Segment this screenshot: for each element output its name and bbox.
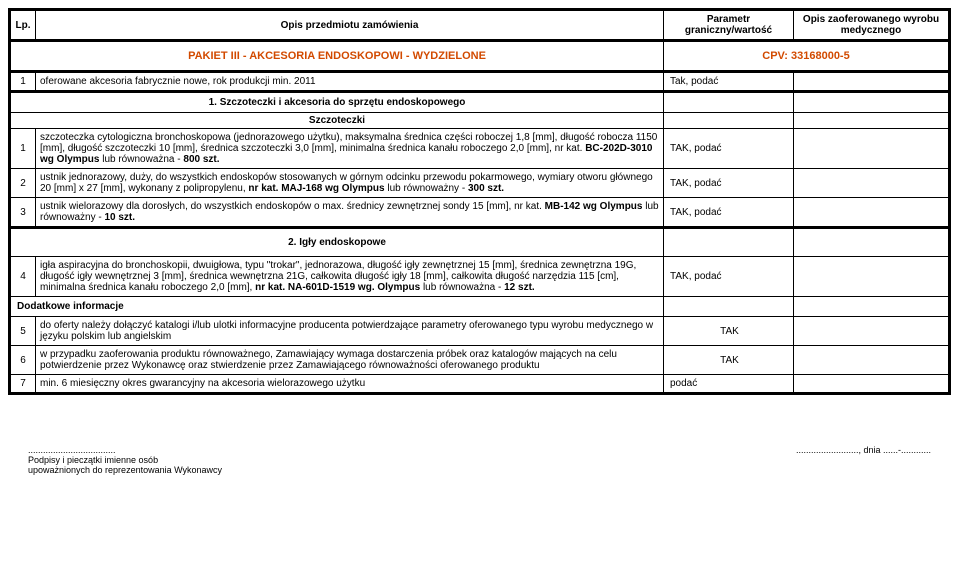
row-val: TAK, podać [664, 169, 794, 198]
table-row: 3 ustnik wielorazowy dla dorosłych, do w… [10, 198, 950, 228]
row-num: 1 [10, 129, 36, 169]
row-desc-text: igła aspiracyjna do bronchoskopii, dwuig… [40, 260, 636, 293]
row-val: TAK, podać [664, 129, 794, 169]
info-label: Dodatkowe informacje [10, 297, 664, 317]
footer-date: ........................., dnia ......-.… [796, 445, 931, 455]
header-lp: Lp. [10, 10, 36, 41]
row-num: 6 [10, 346, 36, 375]
subsection-title: Szczoteczki [10, 113, 664, 129]
row-desc: oferowane akcesoria fabrycznie nowe, rok… [36, 72, 664, 92]
row-val: TAK [664, 317, 794, 346]
row-val: TAK [664, 346, 794, 375]
package-cpv: CPV: 33168000-5 [664, 41, 950, 72]
row-num: 7 [10, 375, 36, 394]
row-num: 5 [10, 317, 36, 346]
row-desc-text: szczoteczka cytologiczna bronchoskopowa … [40, 132, 657, 165]
footer-signature-label2: upoważnionych do reprezentowania Wykonaw… [28, 465, 222, 475]
row-offer[interactable] [794, 169, 950, 198]
footer-right: ........................., dnia ......-.… [796, 445, 931, 475]
header-opis: Opis zaoferowanego wyrobu medycznego [794, 10, 950, 41]
row-desc: w przypadku zaoferowania produktu równow… [36, 346, 664, 375]
subsection-empty [664, 113, 794, 129]
row-offer[interactable] [794, 375, 950, 394]
section-title: 2. Igły endoskopowe [10, 228, 664, 257]
row-desc: szczoteczka cytologiczna bronchoskopowa … [36, 129, 664, 169]
table-row: 6 w przypadku zaoferowania produktu równ… [10, 346, 950, 375]
row-val: TAK, podać [664, 257, 794, 297]
row-offer[interactable] [794, 198, 950, 228]
section-empty [664, 228, 794, 257]
row-desc: min. 6 miesięczny okres gwarancyjny na a… [36, 375, 664, 394]
package-title: PAKIET III - AKCESORIA ENDOSKOPOWI - WYD… [10, 41, 664, 72]
subsection-empty [794, 113, 950, 129]
row-offer[interactable] [794, 72, 950, 92]
footer-dots: ................................... [28, 445, 222, 455]
table-row: 1 oferowane akcesoria fabrycznie nowe, r… [10, 72, 950, 92]
row-offer[interactable] [794, 346, 950, 375]
table-row: 1 szczoteczka cytologiczna bronchoskopow… [10, 129, 950, 169]
footer: ................................... Podp… [8, 445, 951, 475]
section-empty [794, 92, 950, 113]
section-empty [794, 228, 950, 257]
footer-left: ................................... Podp… [28, 445, 222, 475]
row-offer[interactable] [794, 129, 950, 169]
section-empty [664, 92, 794, 113]
footer-signature-label1: Podpisy i pieczątki imienne osób [28, 455, 222, 465]
row-desc-text: ustnik wielorazowy dla dorosłych, do wsz… [40, 201, 659, 223]
row-num: 1 [10, 72, 36, 92]
table-row: 7 min. 6 miesięczny okres gwarancyjny na… [10, 375, 950, 394]
row-num: 4 [10, 257, 36, 297]
info-empty [794, 297, 950, 317]
header-param: Parametr graniczny/wartość [664, 10, 794, 41]
section-title: 1. Szczoteczki i akcesoria do sprzętu en… [10, 92, 664, 113]
table-row: 2 ustnik jednorazowy, duży, do wszystkic… [10, 169, 950, 198]
row-val: Tak, podać [664, 72, 794, 92]
specification-table: Lp. Opis przedmiotu zamówienia Parametr … [8, 8, 951, 395]
row-desc-text: ustnik jednorazowy, duży, do wszystkich … [40, 172, 653, 194]
row-desc: igła aspiracyjna do bronchoskopii, dwuig… [36, 257, 664, 297]
row-desc: ustnik wielorazowy dla dorosłych, do wsz… [36, 198, 664, 228]
row-num: 2 [10, 169, 36, 198]
row-offer[interactable] [794, 317, 950, 346]
row-val: TAK, podać [664, 198, 794, 228]
info-empty [664, 297, 794, 317]
table-row: 4 igła aspiracyjna do bronchoskopii, dwu… [10, 257, 950, 297]
row-val: podać [664, 375, 794, 394]
row-desc: ustnik jednorazowy, duży, do wszystkich … [36, 169, 664, 198]
row-offer[interactable] [794, 257, 950, 297]
header-desc: Opis przedmiotu zamówienia [36, 10, 664, 41]
row-num: 3 [10, 198, 36, 228]
row-desc: do oferty należy dołączyć katalogi i/lub… [36, 317, 664, 346]
table-row: 5 do oferty należy dołączyć katalogi i/l… [10, 317, 950, 346]
